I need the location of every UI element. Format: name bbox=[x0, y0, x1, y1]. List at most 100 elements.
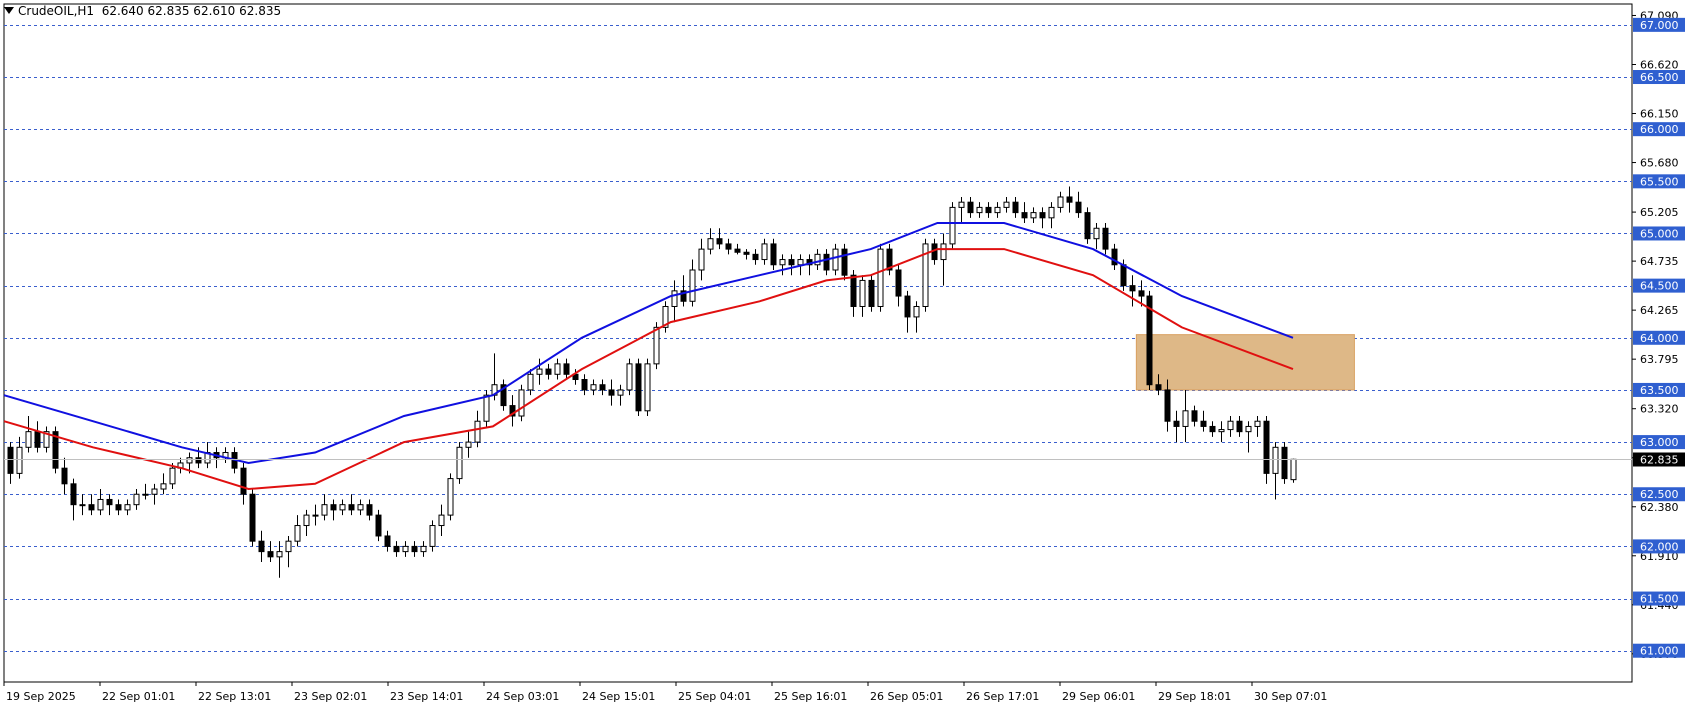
candle-bear bbox=[7, 446, 14, 474]
price-level-tag[interactable] bbox=[1633, 382, 1685, 397]
candle-bull bbox=[339, 504, 346, 511]
candle-bull bbox=[626, 363, 633, 391]
candle-bull bbox=[285, 540, 292, 553]
candle-bear bbox=[788, 259, 795, 266]
candle-bear bbox=[106, 498, 113, 506]
candle-bull bbox=[761, 243, 768, 261]
candle-bear bbox=[375, 514, 382, 537]
price-level-tag[interactable] bbox=[1633, 435, 1685, 450]
time-axis-label: 23 Sep 14:01 bbox=[390, 690, 463, 703]
price-scale-label: 63.795 bbox=[1640, 353, 1679, 366]
candle-bull bbox=[644, 363, 651, 412]
candle-bull bbox=[554, 363, 561, 375]
candle-bear bbox=[1200, 420, 1207, 427]
candle-bull bbox=[438, 514, 445, 527]
candle-bull bbox=[97, 498, 104, 511]
candle-bear bbox=[1173, 420, 1180, 427]
candle-bull bbox=[698, 248, 705, 271]
candle-bull bbox=[707, 238, 714, 250]
candle-bull bbox=[1003, 201, 1010, 208]
candle-bull bbox=[447, 478, 454, 516]
price-level-tag-label: 61.000 bbox=[1640, 645, 1679, 658]
price-level-tag[interactable] bbox=[1633, 226, 1685, 241]
price-level-tag[interactable] bbox=[1633, 643, 1685, 658]
candle-bear bbox=[330, 504, 337, 511]
candle-bear bbox=[743, 251, 750, 255]
price-level-tag-label: 67.000 bbox=[1640, 19, 1679, 32]
candle-bear bbox=[680, 290, 687, 302]
candle-bull bbox=[402, 545, 409, 553]
candle-bull bbox=[133, 493, 140, 506]
price-level-tag[interactable] bbox=[1633, 17, 1685, 32]
candle-bull bbox=[1254, 420, 1261, 427]
symbol-label: CrudeOIL,H1 bbox=[18, 4, 95, 18]
candle-bull bbox=[617, 389, 624, 396]
candle-bear bbox=[1191, 410, 1198, 422]
price-level-tag-label: 64.500 bbox=[1640, 280, 1679, 293]
candle-bear bbox=[823, 253, 830, 271]
time-axis-label: 29 Sep 18:01 bbox=[1158, 690, 1231, 703]
candle-bear bbox=[52, 431, 59, 469]
candle-bear bbox=[1146, 295, 1153, 386]
candle-bear bbox=[1066, 196, 1073, 203]
candle-bull bbox=[357, 504, 364, 511]
candle-bull bbox=[1182, 410, 1189, 427]
time-axis-label: 25 Sep 16:01 bbox=[774, 690, 847, 703]
candle-bear bbox=[195, 457, 202, 464]
candle-bear bbox=[608, 389, 615, 396]
moving-average-slow[interactable] bbox=[3, 248, 1294, 491]
price-level-tag-label: 63.500 bbox=[1640, 384, 1679, 397]
price-level-tag[interactable] bbox=[1633, 539, 1685, 554]
candle-bull bbox=[689, 269, 696, 302]
candle-bull bbox=[922, 243, 929, 307]
dropdown-triangle-icon[interactable] bbox=[4, 7, 14, 14]
price-level-tag-label: 65.000 bbox=[1640, 227, 1679, 240]
candle-bull bbox=[913, 305, 920, 318]
candle-bear bbox=[61, 467, 68, 485]
candle-bear bbox=[1120, 264, 1127, 287]
time-axis-label: 25 Sep 04:01 bbox=[678, 690, 751, 703]
candle-bear bbox=[895, 269, 902, 297]
price-level-tag[interactable] bbox=[1633, 122, 1685, 137]
price-level-tag[interactable] bbox=[1633, 70, 1685, 85]
price-level-tag[interactable] bbox=[1633, 591, 1685, 606]
candle-bull bbox=[43, 431, 50, 448]
candle-bull bbox=[142, 493, 149, 496]
price-level-tag-label: 61.500 bbox=[1640, 593, 1679, 606]
candle-bull bbox=[429, 525, 436, 547]
price-scale-label: 62.380 bbox=[1640, 501, 1679, 514]
price-level-tag[interactable] bbox=[1633, 278, 1685, 293]
candle-bull bbox=[1218, 429, 1225, 433]
candle-bull bbox=[653, 326, 660, 365]
time-axis-label: 19 Sep 2025 bbox=[6, 690, 76, 703]
candle-bull bbox=[1290, 458, 1297, 481]
candle-bull bbox=[859, 279, 866, 307]
price-level-tag[interactable] bbox=[1633, 330, 1685, 345]
time-axis-label: 22 Sep 13:01 bbox=[198, 690, 271, 703]
candle-bull bbox=[976, 206, 983, 214]
price-level-tag[interactable] bbox=[1633, 174, 1685, 189]
moving-average-fast[interactable] bbox=[3, 222, 1294, 465]
candle-bear bbox=[1111, 248, 1118, 266]
supply-zone[interactable] bbox=[1135, 334, 1355, 391]
price-scale-label: 64.265 bbox=[1640, 304, 1679, 317]
candle-bull bbox=[797, 259, 804, 266]
time-axis-label: 23 Sep 02:01 bbox=[294, 690, 367, 703]
candle-bear bbox=[752, 253, 759, 261]
candle-bull bbox=[958, 201, 965, 208]
candle-bear bbox=[348, 504, 355, 511]
candle-bear bbox=[1084, 212, 1091, 240]
price-level-tag[interactable] bbox=[1633, 487, 1685, 502]
time-axis-label: 30 Sep 07:01 bbox=[1254, 690, 1327, 703]
candle-bull bbox=[25, 431, 32, 448]
price-level-tag-label: 62.000 bbox=[1640, 540, 1679, 553]
candle-bear bbox=[384, 535, 391, 547]
candle-bull bbox=[474, 420, 481, 443]
candle-bull bbox=[124, 504, 131, 511]
candle-bull bbox=[518, 389, 525, 417]
time-axis-label: 24 Sep 03:01 bbox=[486, 690, 559, 703]
time-axis-label: 26 Sep 17:01 bbox=[966, 690, 1039, 703]
candle-bull bbox=[1057, 196, 1064, 208]
